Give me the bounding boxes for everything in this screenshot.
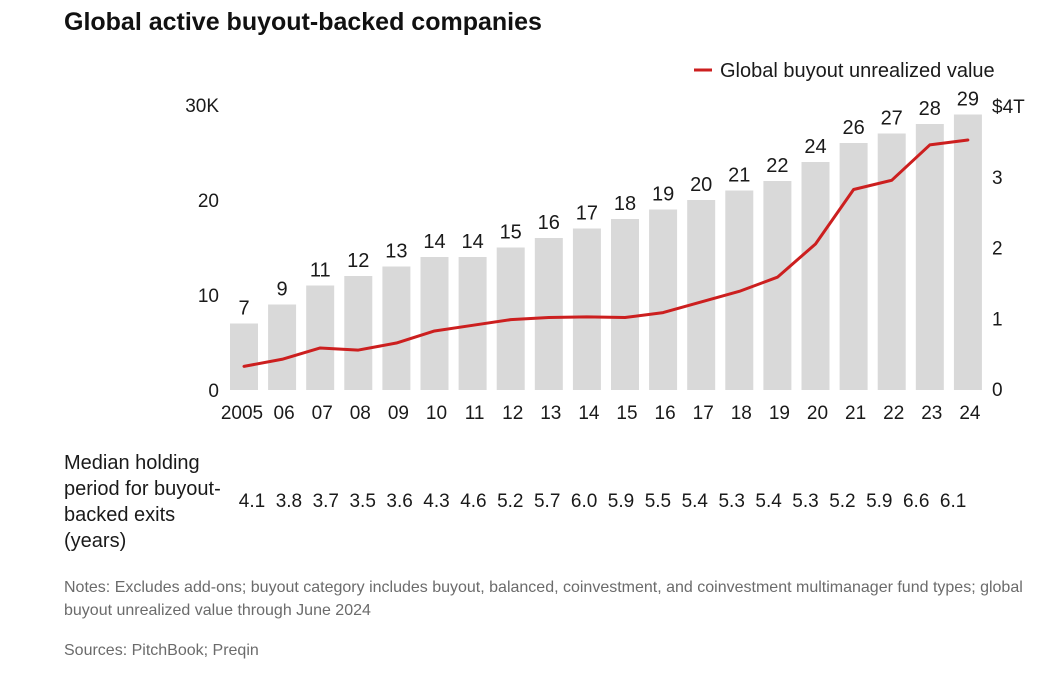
x-axis-tick-label: 12 — [502, 403, 523, 424]
bar — [420, 257, 449, 390]
holding-period-value: 4.1 — [239, 491, 265, 512]
holding-period-value: 6.1 — [940, 491, 966, 512]
bar — [839, 143, 868, 390]
holding-period-value: 6.6 — [903, 491, 929, 512]
bar — [877, 133, 906, 390]
right-axis-tick-label: 2 — [992, 239, 1003, 260]
right-axis-tick-label: 3 — [992, 168, 1003, 189]
bar-value-label: 7 — [238, 298, 249, 320]
holding-period-value: 5.4 — [755, 491, 782, 512]
bar-value-label: 14 — [423, 231, 445, 253]
bar — [382, 266, 411, 390]
holding-period-value: 5.3 — [718, 491, 744, 512]
x-axis-tick-label: 15 — [616, 403, 637, 424]
x-axis-tick-label: 07 — [312, 403, 333, 424]
unrealized-value-line — [242, 138, 970, 368]
x-axis-tick-label: 18 — [731, 403, 752, 424]
bar-value-label: 17 — [576, 203, 598, 225]
left-axis-tick-label: 30K — [185, 96, 219, 117]
holding-period-value: 5.4 — [682, 491, 709, 512]
bar-value-label: 13 — [385, 241, 407, 263]
holding-period-value: 5.5 — [645, 491, 671, 512]
bar — [687, 200, 716, 390]
bar-value-label: 9 — [277, 279, 288, 301]
bar-value-label: 24 — [804, 136, 826, 158]
bar-value-label: 11 — [310, 260, 331, 282]
x-axis-tick-label: 06 — [274, 403, 295, 424]
x-axis-tick-label: 19 — [769, 403, 790, 424]
bar-value-label: 27 — [881, 108, 903, 130]
x-axis-tick-label: 2005 — [221, 403, 263, 424]
left-axis-tick-label: 0 — [208, 381, 219, 402]
left-axis-tick-label: 10 — [198, 286, 219, 307]
chart-notes: Notes: Excludes add-ons; buyout category… — [64, 579, 1023, 619]
bar — [268, 304, 297, 390]
x-axis-tick-label: 24 — [959, 403, 981, 424]
bar — [649, 209, 678, 390]
bar-value-label: 21 — [728, 165, 750, 187]
x-axis-tick-label: 08 — [350, 403, 371, 424]
chart-sources: Sources: PitchBook; Preqin — [64, 642, 259, 659]
x-axis-tick-label: 11 — [465, 403, 485, 424]
bar-value-label: 20 — [690, 174, 712, 196]
x-axis-tick-label: 14 — [578, 403, 600, 424]
holding-period-value: 5.2 — [829, 491, 855, 512]
right-axis-tick-label: 1 — [992, 309, 1003, 330]
bar-value-label: 19 — [652, 184, 674, 206]
bar-value-label: 15 — [500, 222, 522, 244]
x-axis-tick-label: 20 — [807, 403, 828, 424]
holding-period-value: 4.3 — [423, 491, 449, 512]
holding-period-value: 4.6 — [460, 491, 486, 512]
x-axis-tick-label: 17 — [693, 403, 714, 424]
holding-period-value: 3.8 — [276, 491, 302, 512]
holding-period-value: 5.9 — [608, 491, 634, 512]
right-axis-tick-label: 0 — [992, 380, 1003, 401]
x-axis-tick-label: 09 — [388, 403, 409, 424]
x-axis-tick-label: 16 — [655, 403, 676, 424]
x-axis-tick-label: 10 — [426, 403, 447, 424]
holding-period-value: 5.2 — [497, 491, 523, 512]
bar-value-label: 22 — [766, 155, 788, 177]
holding-period-value: 6.0 — [571, 491, 597, 512]
x-axis-tick-label: 23 — [921, 403, 942, 424]
bar-value-label: 28 — [919, 98, 941, 120]
bar — [611, 219, 639, 390]
bar — [801, 162, 830, 390]
holding-period-value: 5.7 — [534, 491, 560, 512]
bar-value-label: 12 — [347, 250, 369, 272]
bar — [230, 323, 258, 390]
bar-value-label: 16 — [538, 212, 560, 234]
bar — [344, 276, 373, 390]
right-axis-tick-label: $4T — [992, 97, 1025, 118]
bar — [306, 285, 335, 390]
chart-title: Global active buyout-backed companies — [64, 8, 542, 36]
left-axis-tick-label: 20 — [198, 191, 219, 212]
x-axis-tick-label: 22 — [883, 403, 904, 424]
bar — [534, 238, 563, 390]
bar-value-label: 26 — [842, 117, 864, 139]
bar — [953, 114, 982, 390]
holding-period-value: 5.3 — [792, 491, 818, 512]
holding-period-value: 3.6 — [386, 491, 412, 512]
holding-period-value: 5.9 — [866, 491, 892, 512]
holding-period-value: 3.7 — [313, 491, 339, 512]
x-axis-tick-label: 21 — [845, 403, 866, 424]
bar-value-label: 18 — [614, 193, 636, 215]
holding-period-value: 3.5 — [349, 491, 375, 512]
bar — [572, 228, 601, 390]
bar — [763, 181, 792, 390]
holding-period-label: Median holding period for buyout-backed … — [64, 452, 221, 552]
x-axis-tick-label: 13 — [540, 403, 561, 424]
bar — [915, 124, 944, 390]
bar-value-label: 29 — [957, 89, 979, 111]
bar-value-label: 14 — [461, 231, 483, 253]
legend-label: Global buyout unrealized value — [720, 60, 995, 82]
